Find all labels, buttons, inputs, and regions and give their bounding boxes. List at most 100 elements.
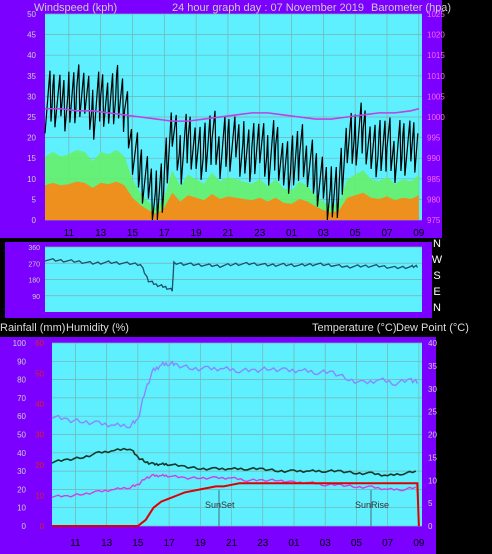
baro-y-tick-label: 975 [427,216,441,225]
humidity-y-tick-label: 80 [17,376,26,385]
baro-title: Barometer (hpa) [371,2,451,14]
sunrise-label: SunRise [355,500,389,510]
humidity-y-ticks: 0 10 20 30 40 50 60 70 80 90 100 [13,339,27,531]
humidity-y-tick-label: 50 [17,431,26,440]
baro-y-ticks: 975 980 985 990 995 1000 1005 1010 1015 1020 1025 [427,10,445,225]
rain-y-tick-label: 30 [35,431,44,440]
compass-label: S [433,270,440,282]
humidity-label: Humidity (%) [66,322,129,334]
rain-y-tick-label: 10 [35,492,44,501]
windspeed-line [44,64,419,221]
humidity-y-tick-label: 20 [17,485,26,494]
humidity-y-tick-label: 0 [22,522,27,531]
temp-y-tick-label: 25 [428,408,437,417]
direction-y-tick-label: 180 [28,278,40,285]
wind-x-ticks: 11 13 15 17 19 21 23 01 03 05 07 09 [64,228,425,239]
rain-y-tick-label: 40 [35,400,44,409]
wind-y-tick-label: 40 [27,51,36,60]
temp-y-ticks: 0 5 10 15 20 25 30 35 40 [428,339,437,531]
rain-y-tick-label: 20 [35,461,44,470]
wind-x-tick-label: 17 [159,228,171,239]
wind-x-tick-label: 21 [222,228,234,239]
direction-y-tick-label: 90 [32,294,40,301]
temp-x-tick-label: 03 [320,538,332,549]
temp-x-tick-label: 21 [226,538,238,549]
temp-y-tick-label: 40 [428,339,437,348]
wind-y-tick-label: 35 [27,72,36,81]
wind-y-tick-label: 50 [27,10,36,19]
temp-y-tick-label: 5 [428,499,433,508]
temp-x-tick-label: 15 [132,538,144,549]
temp-marks [51,360,420,527]
temp-x-tick-label: 17 [164,538,176,549]
direction-grid [45,246,422,297]
temp-y-tick-label: 30 [428,385,437,394]
temp-x-tick-label: 05 [351,538,363,549]
wind-x-tick-label: 19 [191,228,203,239]
wind-y-tick-label: 0 [32,216,37,225]
average-area [45,181,419,220]
baro-y-tick-label: 1020 [427,31,445,40]
direction-y-tick-label: 360 [28,245,40,252]
temp-x-tick-label: 09 [413,538,425,549]
temp-grid [52,342,422,527]
humidity-y-tick-label: 90 [17,357,26,366]
baro-y-tick-label: 1000 [427,113,445,122]
baro-y-tick-label: 995 [427,134,441,143]
baro-y-tick-label: 1015 [427,51,445,60]
wind-marks [44,64,420,221]
rain-label: Rainfall (mm) [0,322,65,334]
wind-title: Windspeed (kph) [34,2,117,14]
humidity-y-tick-label: 10 [17,504,26,513]
direction-y-tick-label: 270 [28,261,40,268]
date-title: 24 hour graph day : 07 November 2019 [172,2,364,14]
wind-x-tick-label: 01 [286,228,298,239]
rain-y-ticks: 0 10 20 30 40 50 60 [35,339,44,531]
wind-direction-line [44,258,419,292]
wind-y-tick-label: 20 [27,134,36,143]
rain-y-tick-label: 0 [40,522,45,531]
temp-y-tick-label: 15 [428,453,437,462]
baro-y-tick-label: 1005 [427,92,445,101]
gust-area [45,149,419,220]
wind-y-tick-label: 30 [27,92,36,101]
wind-y-tick-label: 10 [27,175,36,184]
temp-x-tick-label: 23 [257,538,269,549]
humidity-y-tick-label: 70 [17,394,26,403]
dew-label: Dew Point (°C) [396,322,469,334]
rain-y-tick-label: 60 [35,339,44,348]
wind-y-tick-label: 25 [27,113,36,122]
temp-y-tick-label: 10 [428,476,437,485]
humidity-line [51,360,418,429]
humidity-y-tick-label: 30 [17,467,26,476]
temp-x-tick-label: 13 [101,538,113,549]
direction-left-ticks: 360 270 180 90 [28,245,40,301]
baro-y-tick-label: 1025 [427,10,445,19]
baro-y-tick-label: 990 [427,154,441,163]
humidity-y-tick-label: 100 [13,339,27,348]
wind-y-tick-label: 5 [32,195,37,204]
direction-marks [44,258,419,292]
rainfall-line [52,482,420,527]
wind-y-ticks: 0 5 10 15 20 25 30 35 40 45 50 [27,10,36,225]
wind-x-tick-label: 23 [254,228,266,239]
wind-x-tick-label: 15 [127,228,139,239]
sunset-label: SunSet [205,500,235,510]
temperature-line [51,447,417,477]
temp-x-tick-label: 11 [70,538,81,549]
temp-x-tick-label: 19 [195,538,207,549]
wind-x-tick-label: 03 [318,228,330,239]
compass-label: E [433,286,440,298]
humidity-y-tick-label: 40 [17,449,26,458]
wind-x-tick-label: 09 [413,228,425,239]
temp-x-ticks: 11 13 15 17 19 21 23 01 03 05 07 09 [70,538,425,549]
baro-y-tick-label: 985 [427,175,441,184]
baro-y-tick-label: 980 [427,195,441,204]
wind-x-tick-label: 11 [64,228,75,239]
temp-label: Temperature (°C) [312,322,396,334]
wind-x-tick-label: 13 [95,228,107,239]
temp-x-tick-label: 01 [288,538,300,549]
wind-x-tick-label: 05 [350,228,362,239]
